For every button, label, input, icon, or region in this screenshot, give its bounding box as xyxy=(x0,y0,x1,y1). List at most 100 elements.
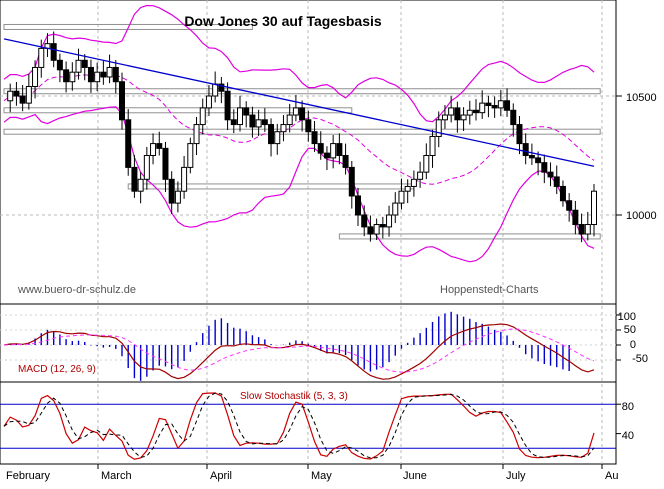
candle-body xyxy=(181,166,188,192)
candle-body xyxy=(143,155,150,180)
candle-body xyxy=(342,155,349,168)
candle-body xyxy=(292,107,299,116)
credit-right: Hoppenstedt-Charts xyxy=(440,284,539,296)
candle-body xyxy=(162,147,169,180)
candle-body xyxy=(504,100,511,111)
macd-label: MACD (12, 26, 9) xyxy=(18,364,96,375)
candle-body xyxy=(218,83,225,92)
stoch-d-line xyxy=(3,392,595,459)
candle-body xyxy=(112,66,119,83)
candle-body xyxy=(187,143,194,168)
candle-body xyxy=(429,135,436,157)
candle-body xyxy=(199,107,206,126)
candle-body xyxy=(460,114,467,121)
candle-body xyxy=(286,114,293,126)
candle-body xyxy=(25,85,32,104)
stoch-tick-label-1: 40 xyxy=(622,430,634,442)
candle-body xyxy=(174,190,181,204)
candle-body xyxy=(398,190,405,204)
candle-body xyxy=(106,66,113,78)
macd-tick-label-0: 100 xyxy=(618,311,636,323)
candle-body xyxy=(205,95,212,109)
candle-body xyxy=(50,43,57,61)
candle-body xyxy=(410,178,417,187)
candle-body xyxy=(423,155,430,173)
candle-body xyxy=(454,107,461,121)
candle-body xyxy=(274,131,281,145)
candle-body xyxy=(230,119,237,126)
candle-body xyxy=(7,90,14,102)
candle-body xyxy=(559,185,566,202)
month-label-6: Au xyxy=(605,470,618,482)
candle-body xyxy=(268,124,275,145)
candle-body xyxy=(417,171,424,180)
chart-title: Dow Jones 30 auf Tagesbasis xyxy=(184,13,382,29)
candle-body xyxy=(81,59,88,68)
candle-body xyxy=(361,214,368,228)
trendline xyxy=(3,38,595,167)
candle-body xyxy=(125,119,132,168)
candle-body xyxy=(323,152,330,159)
credit-left: www.buero-dr-schulz.de xyxy=(17,284,136,296)
candle-body xyxy=(131,166,138,192)
candle-body xyxy=(330,143,337,159)
price-tick-label-0: 10500 xyxy=(626,92,657,104)
candle-body xyxy=(379,224,386,228)
candle-body xyxy=(510,109,517,126)
candle-body xyxy=(13,90,20,97)
candle-body xyxy=(243,107,250,116)
candle-body xyxy=(441,114,448,121)
support-line xyxy=(3,23,253,30)
candle-body xyxy=(317,143,324,154)
candle-body xyxy=(348,166,355,197)
candlesticks xyxy=(7,31,597,243)
candle-body xyxy=(75,59,82,73)
support-line xyxy=(3,107,353,114)
candle-body xyxy=(156,143,163,149)
candle-body xyxy=(578,224,585,235)
candle-body xyxy=(119,81,125,121)
candle-body xyxy=(584,224,591,235)
upper-band xyxy=(3,4,595,123)
candle-body xyxy=(32,66,39,87)
candle-body xyxy=(355,195,361,216)
candle-body xyxy=(150,143,157,157)
candle-body xyxy=(516,124,523,145)
candle-body xyxy=(448,107,455,116)
candle-body xyxy=(87,66,94,83)
candle-body xyxy=(404,185,411,192)
candle-body xyxy=(249,114,256,128)
candle-body xyxy=(63,69,70,83)
month-label-3: May xyxy=(311,470,332,482)
candle-body xyxy=(572,209,579,226)
month-label-1: March xyxy=(101,470,132,482)
month-label-0: February xyxy=(6,470,51,482)
candle-body xyxy=(491,105,498,109)
month-label-5: July xyxy=(506,470,526,482)
macd-plot xyxy=(3,311,595,381)
candle-body xyxy=(280,124,287,133)
macd-tick-label-2: 0 xyxy=(630,339,636,351)
macd-signal-line xyxy=(3,328,595,373)
candle-body xyxy=(336,143,343,157)
candle-body xyxy=(473,109,479,114)
stochastic-plot xyxy=(0,392,616,460)
candle-body xyxy=(305,119,312,133)
month-label-2: April xyxy=(210,470,232,482)
support-line xyxy=(338,233,601,240)
candle-body xyxy=(553,176,560,187)
candle-body xyxy=(466,109,473,116)
month-label-4: June xyxy=(403,470,427,482)
candle-body xyxy=(94,71,101,83)
axis-ticks xyxy=(97,95,622,469)
macd-line xyxy=(3,323,595,380)
candle-body xyxy=(56,59,63,71)
candle-body xyxy=(386,214,393,228)
candle-body xyxy=(497,100,504,109)
grid-lines xyxy=(0,0,616,464)
candle-body xyxy=(212,83,219,97)
support-line xyxy=(3,88,601,95)
candle-body xyxy=(168,178,175,204)
